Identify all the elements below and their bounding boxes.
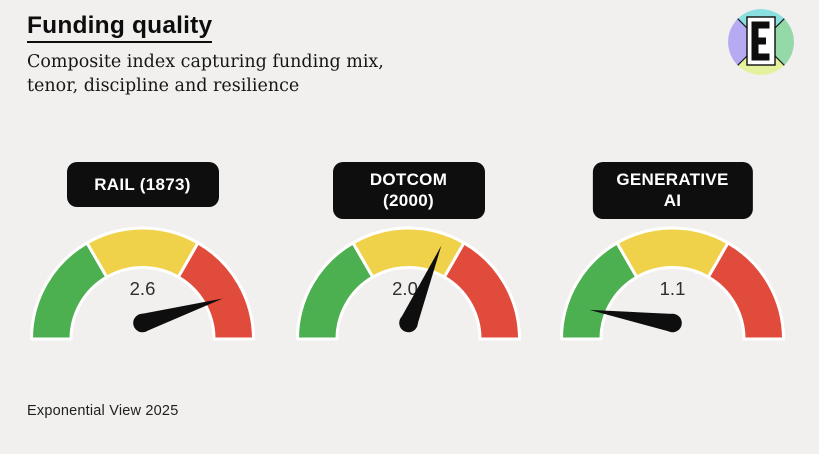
gauge-needle bbox=[589, 309, 682, 333]
logo-letter-e bbox=[751, 21, 770, 61]
gauge-segment-red bbox=[706, 241, 785, 341]
subtitle-line-2: tenor, discipline and resilience bbox=[27, 76, 300, 97]
gauge-segment-red bbox=[442, 241, 521, 341]
page-title: Funding quality bbox=[27, 12, 213, 43]
gauge-value: 1.1 bbox=[660, 278, 686, 299]
gauge-label-rail: RAIL (1873) bbox=[66, 162, 219, 207]
gauge-needle bbox=[133, 298, 223, 333]
logo-wedge-left bbox=[728, 18, 761, 66]
gauge-value: 2.6 bbox=[130, 278, 156, 299]
gauge-dotcom: DOTCOM (2000) 2.0 bbox=[293, 162, 524, 352]
gauge-value: 2.0 bbox=[392, 278, 418, 299]
gauge-segment-red bbox=[176, 241, 255, 341]
subtitle-line-1: Composite index capturing funding mix, bbox=[27, 51, 384, 72]
logo-wedge-right bbox=[761, 18, 794, 66]
gauge-dial: 2.0 bbox=[296, 226, 521, 341]
gauge-label-dotcom: DOTCOM (2000) bbox=[332, 162, 485, 219]
gauge-rail: RAIL (1873) 2.6 bbox=[27, 162, 258, 352]
gauge-dial: 1.1 bbox=[560, 226, 785, 341]
exponential-view-logo bbox=[728, 9, 794, 75]
gauge-label-generative-ai: GENERATIVE AI bbox=[592, 162, 753, 219]
page-subtitle: Composite index capturing funding mix, t… bbox=[27, 50, 384, 99]
gauge-needle bbox=[399, 245, 442, 333]
credit-text: Exponential View 2025 bbox=[27, 403, 179, 419]
gauge-generative-ai: GENERATIVE AI 1.1 bbox=[557, 162, 788, 352]
gauge-dial: 2.6 bbox=[30, 226, 255, 341]
header: Funding quality Composite index capturin… bbox=[27, 12, 384, 99]
